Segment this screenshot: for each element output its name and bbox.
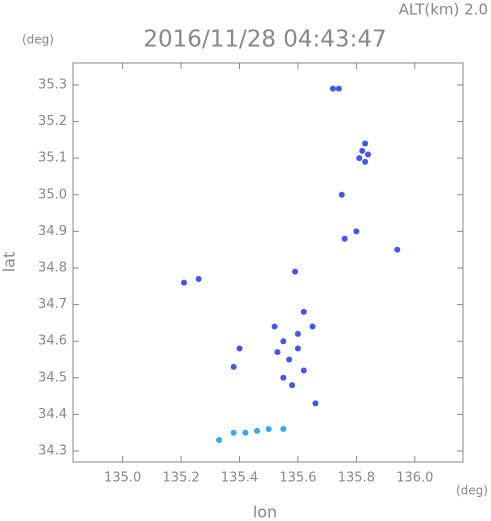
echo-point — [341, 235, 348, 242]
echo-point — [280, 338, 287, 345]
y-tick-label: 35.1 — [38, 151, 67, 166]
echo-point — [356, 155, 363, 162]
y-tick-label: 34.5 — [38, 370, 67, 385]
echo-point — [274, 349, 281, 356]
y-tick-label: 34.9 — [38, 224, 67, 239]
echo-point — [236, 345, 243, 352]
echo-point — [271, 323, 278, 330]
echo-point — [292, 268, 299, 275]
echo-point — [300, 367, 307, 374]
y-tick-label: 34.4 — [38, 407, 67, 422]
echo-point — [330, 85, 336, 92]
echo-point — [338, 191, 345, 198]
y-axis-label: lat — [0, 252, 19, 273]
x-axis-label: lon — [253, 503, 277, 521]
echo-point — [300, 308, 307, 315]
x-tick-label: 135.0 — [104, 471, 141, 486]
y-tick-label: 34.3 — [38, 444, 67, 459]
echo-point — [216, 437, 223, 444]
echo-point — [286, 356, 293, 363]
echo-point — [309, 323, 316, 330]
echo-point — [294, 345, 301, 352]
echo-point — [280, 426, 287, 433]
echo-point — [365, 151, 372, 158]
echo-point — [312, 400, 319, 407]
echo-point — [289, 382, 296, 389]
y-tick-label: 35.0 — [38, 187, 67, 202]
y-tick-label: 34.8 — [38, 260, 67, 275]
echo-point — [280, 374, 287, 381]
x-tick-label: 135.2 — [162, 471, 199, 486]
x-tick-label: 135.8 — [338, 471, 375, 486]
chart-title: 2016/11/28 04:43:47 — [143, 27, 386, 53]
y-unit: (deg) — [22, 33, 54, 47]
echo-point — [394, 246, 401, 253]
echo-point — [362, 158, 369, 165]
x-unit: (deg) — [456, 484, 488, 498]
echo-point — [254, 427, 261, 434]
x-tick-label: 135.4 — [221, 471, 258, 486]
y-tick-label: 34.6 — [38, 334, 67, 349]
echo-point — [362, 140, 369, 147]
echo-point — [230, 429, 237, 436]
echo-point — [294, 330, 301, 337]
echo-point — [230, 363, 237, 370]
echo-point — [359, 147, 366, 154]
x-tick-label: 136.0 — [396, 471, 433, 486]
y-tick-label: 35.3 — [38, 77, 67, 92]
plot-frame — [72, 62, 464, 463]
y-tick-label: 34.7 — [38, 297, 67, 312]
echo-point — [181, 279, 188, 286]
echo-point — [195, 275, 202, 282]
echo-point — [242, 429, 249, 436]
x-tick-label: 135.6 — [279, 471, 316, 486]
echo-point — [353, 228, 360, 235]
echo-point — [335, 85, 342, 92]
altitude-label: ALT(km) 2.0 — [399, 1, 488, 19]
echo-point — [265, 426, 272, 433]
y-tick-label: 35.2 — [38, 114, 67, 129]
